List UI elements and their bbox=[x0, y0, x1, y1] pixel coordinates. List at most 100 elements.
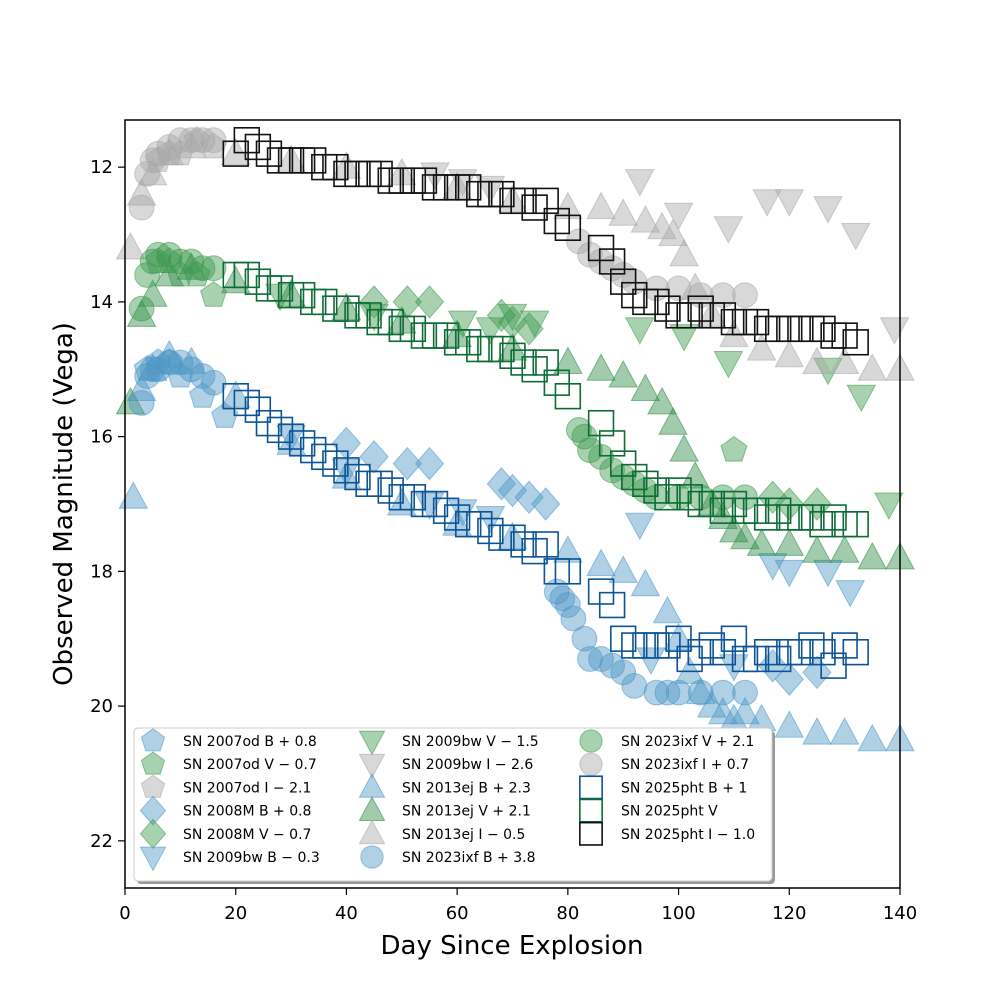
data-point bbox=[802, 717, 832, 745]
data-point bbox=[521, 537, 548, 565]
data-point bbox=[774, 528, 805, 556]
data-point bbox=[115, 231, 146, 260]
data-point bbox=[265, 283, 295, 312]
data-point bbox=[432, 322, 460, 349]
data-point bbox=[774, 189, 805, 217]
data-point bbox=[126, 299, 157, 327]
data-point bbox=[632, 470, 659, 497]
legend-label: SN 2025pht V bbox=[621, 804, 718, 820]
data-point bbox=[499, 524, 526, 551]
data-point bbox=[475, 506, 506, 534]
series-sn-2013ej-i-0-5 bbox=[115, 130, 915, 381]
series-sn-2025pht-b-1 bbox=[222, 383, 869, 679]
legend-marker bbox=[579, 752, 603, 776]
data-point bbox=[488, 180, 515, 208]
data-point bbox=[765, 497, 792, 524]
data-point bbox=[713, 351, 744, 379]
data-point bbox=[366, 160, 393, 188]
data-point bbox=[720, 625, 748, 652]
data-point bbox=[156, 349, 183, 376]
data-point bbox=[549, 585, 576, 612]
data-point bbox=[560, 605, 587, 632]
data-point bbox=[687, 484, 714, 511]
data-point bbox=[753, 504, 781, 531]
data-point bbox=[774, 710, 805, 738]
legend-marker bbox=[139, 818, 167, 849]
data-point bbox=[798, 504, 825, 531]
data-point bbox=[266, 416, 294, 444]
data-point bbox=[355, 302, 382, 329]
data-point bbox=[331, 292, 362, 321]
data-point bbox=[322, 153, 349, 181]
data-point bbox=[608, 198, 639, 226]
data-point bbox=[554, 558, 582, 585]
x-tick-label: 60 bbox=[446, 903, 469, 924]
legend-label: SN 2013ej I − 0.5 bbox=[402, 827, 525, 843]
data-point bbox=[442, 319, 472, 348]
legend-marker bbox=[358, 753, 386, 779]
data-point bbox=[543, 578, 570, 605]
data-point bbox=[377, 308, 404, 336]
legend-label: SN 2023ixf I + 0.7 bbox=[621, 757, 749, 773]
data-point bbox=[311, 443, 338, 471]
data-point bbox=[220, 380, 251, 408]
data-point bbox=[647, 386, 677, 415]
data-point bbox=[543, 369, 570, 396]
data-point bbox=[414, 285, 445, 319]
data-point bbox=[331, 151, 362, 179]
data-point bbox=[531, 487, 561, 521]
data-point bbox=[798, 632, 825, 659]
data-point bbox=[176, 346, 207, 374]
data-point bbox=[115, 386, 146, 415]
data-point bbox=[665, 275, 692, 302]
data-point bbox=[255, 140, 283, 167]
series-sn-2013ej-b-2-3 bbox=[118, 339, 915, 752]
data-point bbox=[543, 207, 570, 235]
data-point bbox=[288, 430, 316, 457]
legend-label: SN 2009bw B − 0.3 bbox=[183, 850, 320, 866]
data-point bbox=[300, 436, 327, 464]
data-point bbox=[566, 228, 592, 255]
data-point bbox=[732, 484, 758, 511]
data-point bbox=[842, 511, 869, 538]
data-point bbox=[499, 342, 526, 369]
data-point bbox=[519, 310, 550, 339]
data-point bbox=[333, 295, 360, 322]
x-axis-ticks: 0 20 40 60 80 100 120 140 bbox=[119, 888, 917, 924]
data-point bbox=[420, 162, 450, 190]
data-point bbox=[610, 450, 637, 477]
data-point bbox=[553, 191, 583, 220]
data-point bbox=[510, 187, 537, 215]
y-tick-label: 14 bbox=[90, 292, 113, 313]
data-point bbox=[663, 202, 694, 231]
data-point bbox=[746, 528, 777, 556]
x-tick-label: 140 bbox=[883, 903, 917, 924]
data-point bbox=[708, 696, 738, 725]
data-point bbox=[624, 317, 655, 345]
legend-label: SN 2023ixf V + 2.1 bbox=[621, 734, 754, 750]
data-point bbox=[497, 305, 528, 339]
legend-marker bbox=[579, 821, 603, 846]
data-point bbox=[842, 639, 869, 666]
series-sn-2025pht-i-1-0 bbox=[222, 127, 869, 356]
data-point bbox=[696, 299, 727, 327]
data-point bbox=[442, 171, 472, 199]
legend-label: SN 2007od I − 2.1 bbox=[183, 780, 311, 796]
data-point bbox=[846, 384, 877, 413]
data-point bbox=[685, 676, 716, 705]
data-point bbox=[598, 591, 626, 619]
legend-marker bbox=[579, 775, 603, 800]
data-point bbox=[553, 346, 583, 374]
data-point bbox=[128, 295, 155, 322]
data-point bbox=[720, 490, 748, 518]
data-point bbox=[654, 679, 681, 706]
data-point bbox=[421, 490, 449, 518]
data-point bbox=[510, 349, 537, 376]
legend-label: SN 2023ixf B + 3.8 bbox=[402, 850, 536, 866]
data-point bbox=[610, 625, 637, 652]
data-point bbox=[488, 335, 515, 363]
data-point bbox=[266, 275, 294, 302]
data-point bbox=[598, 430, 626, 457]
data-point bbox=[665, 625, 692, 652]
